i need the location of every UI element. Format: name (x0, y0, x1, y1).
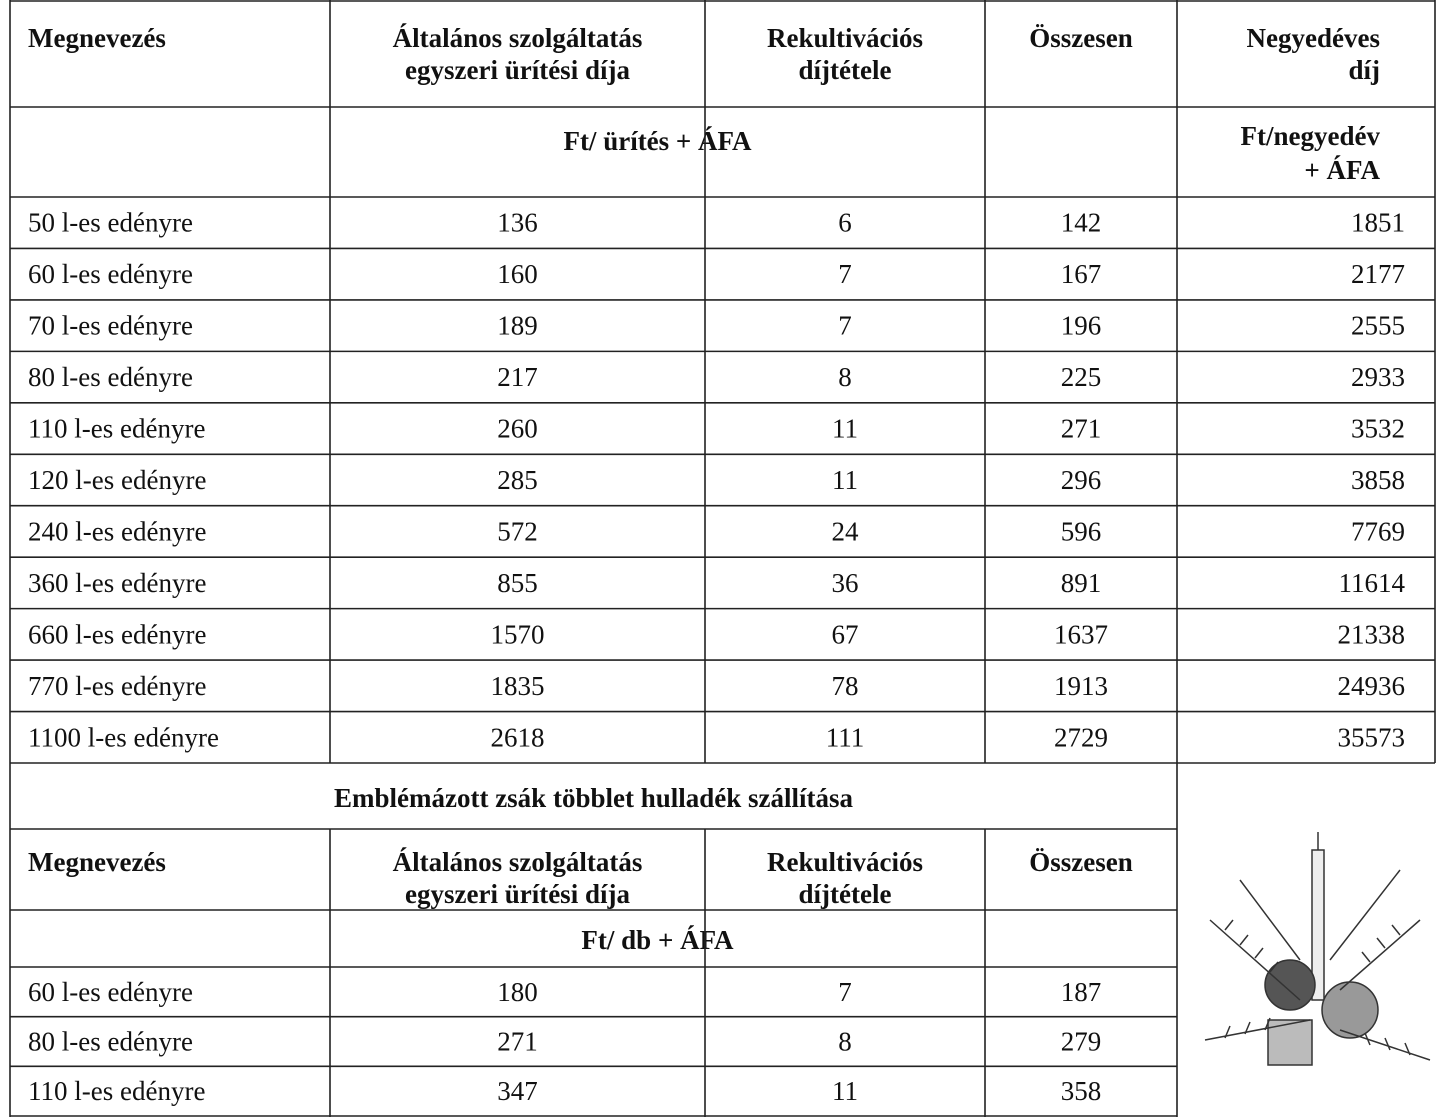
cell-text: díj (1348, 55, 1380, 85)
cell-text: 7 (838, 259, 852, 289)
cell-text: 80 l-es edényre (28, 1027, 193, 1057)
cell-text: 2933 (1351, 362, 1405, 392)
cell-text: 110 l-es edényre (28, 1076, 205, 1106)
cell-text: 24 (832, 516, 860, 546)
cell-text: 596 (1061, 516, 1102, 546)
cell-text: Ft/ ürítés + ÁFA (563, 126, 752, 156)
cell-text: 3532 (1351, 414, 1405, 444)
cell-text: 11 (832, 1076, 858, 1106)
cell-text: díjtétele (799, 55, 892, 85)
cell-text: 1835 (491, 671, 545, 701)
cell-text: 855 (497, 568, 538, 598)
cell-text: 36 (832, 568, 859, 598)
cell-text: 196 (1061, 311, 1102, 341)
cell-text: 1913 (1054, 671, 1108, 701)
cell-text: 180 (497, 977, 538, 1007)
cell-text: 142 (1061, 208, 1102, 238)
cell-text: 7769 (1351, 516, 1405, 546)
cell-text: díjtétele (799, 879, 892, 909)
cell-text: 240 l-es edényre (28, 516, 206, 546)
cell-text: egyszeri ürítési díja (405, 879, 630, 909)
cell-text: 70 l-es edényre (28, 311, 193, 341)
cell-text: 50 l-es edényre (28, 208, 193, 238)
cell-text: egyszeri ürítési díja (405, 55, 630, 85)
cell-text: Ft/ db + ÁFA (581, 925, 734, 955)
cell-text: 285 (497, 465, 538, 495)
cell-text: 110 l-es edényre (28, 414, 205, 444)
cell-text: 167 (1061, 259, 1102, 289)
cell-text: 21338 (1338, 619, 1406, 649)
cell-text: 360 l-es edényre (28, 568, 206, 598)
cell-text: 660 l-es edényre (28, 619, 206, 649)
cell-text: 1100 l-es edényre (28, 722, 219, 752)
cell-text: 111 (826, 722, 865, 752)
cell-text: 358 (1061, 1076, 1102, 1106)
cell-text: 260 (497, 414, 538, 444)
cell-text: 67 (832, 619, 859, 649)
cell-text: Megnevezés (28, 23, 166, 53)
cell-text: Ft/negyedév (1241, 121, 1381, 151)
cell-text: 8 (838, 362, 852, 392)
cell-text: 24936 (1338, 671, 1406, 701)
cell-text: 6 (838, 208, 852, 238)
cell-text: 1637 (1054, 619, 1108, 649)
cell-text: 35573 (1338, 722, 1406, 752)
cell-text: 891 (1061, 568, 1102, 598)
cell-text: 2555 (1351, 311, 1405, 341)
cell-text: 120 l-es edényre (28, 465, 206, 495)
page: {"table1": { "headers": [["Megnevezés"],… (0, 0, 1437, 1117)
cell-text: 225 (1061, 362, 1102, 392)
cell-text: 187 (1061, 977, 1102, 1007)
document: MegnevezésÁltalános szolgáltatásegyszeri… (0, 0, 1437, 1117)
cell-text: 136 (497, 208, 538, 238)
cell-text: 11614 (1339, 568, 1406, 598)
cell-text: 11 (832, 465, 858, 495)
cell-text: Megnevezés (28, 847, 166, 877)
cell-text: Emblémázott zsák többlet hulladék szállí… (334, 783, 854, 813)
cell-text: 572 (497, 516, 538, 546)
cell-text: + ÁFA (1304, 155, 1380, 185)
cell-text: 271 (497, 1027, 538, 1057)
cell-text: Általános szolgáltatás (393, 847, 643, 877)
cell-text: 2729 (1054, 722, 1108, 752)
cell-text: 217 (497, 362, 538, 392)
cell-text: 60 l-es edényre (28, 259, 193, 289)
cell-text: 271 (1061, 414, 1102, 444)
ornament (1205, 832, 1430, 1065)
cell-text: 3858 (1351, 465, 1405, 495)
cell-text: Rekultivációs (767, 23, 923, 53)
cell-text: 347 (497, 1076, 538, 1106)
cell-text: 11 (832, 414, 858, 444)
cell-text: Összesen (1029, 23, 1133, 53)
cell-text: 7 (838, 311, 852, 341)
cell-text: 1570 (491, 619, 545, 649)
cell-text: 279 (1061, 1027, 1102, 1057)
cell-text: 7 (838, 977, 852, 1007)
cell-text: 160 (497, 259, 538, 289)
cell-text: 80 l-es edényre (28, 362, 193, 392)
cell-text: 78 (832, 671, 859, 701)
cell-text: 770 l-es edényre (28, 671, 206, 701)
cell-text: 189 (497, 311, 538, 341)
cell-text: Általános szolgáltatás (393, 23, 643, 53)
cell-text: Összesen (1029, 847, 1133, 877)
cell-text: 1851 (1351, 208, 1405, 238)
cell-text: 2177 (1351, 259, 1405, 289)
cell-text: 60 l-es edényre (28, 977, 193, 1007)
cell-text: Negyedéves (1247, 23, 1380, 53)
cell-text: 2618 (491, 722, 545, 752)
cell-text: 296 (1061, 465, 1102, 495)
cell-text: 8 (838, 1027, 852, 1057)
cell-text: Rekultivációs (767, 847, 923, 877)
